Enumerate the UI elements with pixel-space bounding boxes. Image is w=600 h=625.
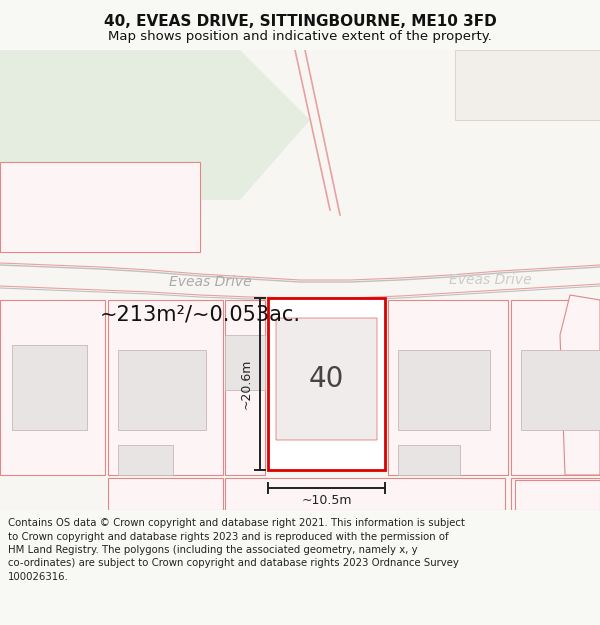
Bar — [225, 335, 265, 390]
Bar — [455, 50, 600, 120]
Bar — [0, 162, 200, 252]
Text: ~10.5m: ~10.5m — [301, 494, 352, 508]
Text: HM Land Registry. The polygons (including the associated geometry, namely x, y: HM Land Registry. The polygons (includin… — [8, 545, 418, 555]
Bar — [276, 318, 377, 440]
Text: 100026316.: 100026316. — [8, 572, 69, 582]
Text: 40: 40 — [309, 365, 344, 393]
Text: Eveas Drive: Eveas Drive — [449, 273, 532, 287]
Bar — [511, 478, 600, 510]
Text: Eveas Drive: Eveas Drive — [169, 275, 251, 289]
Polygon shape — [560, 295, 600, 475]
Bar — [108, 300, 223, 475]
Bar — [388, 300, 508, 475]
Bar — [521, 350, 600, 430]
Text: to Crown copyright and database rights 2023 and is reproduced with the permissio: to Crown copyright and database rights 2… — [8, 531, 449, 541]
Bar — [118, 445, 173, 475]
Bar — [511, 300, 600, 475]
Bar — [108, 478, 223, 510]
Bar — [515, 480, 600, 510]
Bar — [225, 478, 505, 510]
Bar — [398, 350, 490, 430]
Polygon shape — [0, 50, 310, 200]
Bar — [0, 300, 105, 475]
Text: Contains OS data © Crown copyright and database right 2021. This information is : Contains OS data © Crown copyright and d… — [8, 518, 465, 528]
Text: co-ordinates) are subject to Crown copyright and database rights 2023 Ordnance S: co-ordinates) are subject to Crown copyr… — [8, 559, 459, 569]
Bar — [118, 350, 206, 430]
Bar — [268, 298, 385, 470]
Text: ~20.6m: ~20.6m — [239, 359, 253, 409]
Text: 40, EVEAS DRIVE, SITTINGBOURNE, ME10 3FD: 40, EVEAS DRIVE, SITTINGBOURNE, ME10 3FD — [104, 14, 496, 29]
Bar — [12, 345, 87, 430]
Text: ~213m²/~0.053ac.: ~213m²/~0.053ac. — [100, 305, 301, 325]
Bar — [398, 445, 460, 475]
Text: Map shows position and indicative extent of the property.: Map shows position and indicative extent… — [108, 30, 492, 43]
Bar — [225, 300, 265, 475]
